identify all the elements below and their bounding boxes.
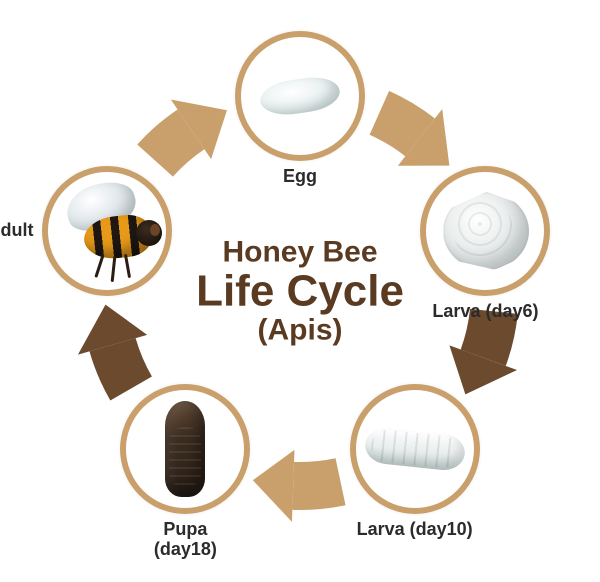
- stage-label-larva6: Larva (day6): [432, 302, 538, 322]
- stage-label-larva10: Larva (day10): [357, 520, 473, 540]
- title-line-2: Life Cycle: [196, 268, 404, 314]
- diagram-title: Honey Bee Life Cycle (Apis): [196, 236, 404, 345]
- stage-circle-pupa: [120, 384, 250, 514]
- stage-label-pupa: Pupa (day18): [154, 520, 217, 560]
- stage-label-egg: Egg: [283, 167, 317, 187]
- stage-circle-larva10: [350, 384, 480, 514]
- bee-leg-icon: [94, 254, 104, 278]
- stage-label-adult: Adult: [0, 221, 34, 241]
- title-line-3: (Apis): [196, 314, 404, 346]
- larva10-icon: [365, 427, 465, 471]
- stage-circle-egg: [235, 31, 365, 161]
- stage-egg: Egg: [235, 31, 365, 187]
- title-line-1: Honey Bee: [196, 236, 404, 268]
- stage-circle-larva6: [420, 166, 550, 296]
- bee-leg-icon: [110, 256, 116, 282]
- pupa-icon: [157, 399, 213, 499]
- stage-larva10: Larva (day10): [350, 384, 480, 540]
- stage-circle-adult: [42, 166, 172, 296]
- bee-leg-icon: [123, 254, 130, 278]
- bee-eye-icon: [150, 224, 160, 236]
- lifecycle-diagram: Honey Bee Life Cycle (Apis) Egg Larva (d…: [0, 0, 600, 582]
- larva6-icon: [435, 186, 535, 276]
- egg-icon: [258, 74, 342, 119]
- stage-larva6: Larva (day6): [420, 166, 550, 322]
- stage-adult: Adult: [0, 166, 172, 296]
- stage-pupa: Pupa (day18): [120, 384, 250, 560]
- bee-icon: [52, 186, 162, 276]
